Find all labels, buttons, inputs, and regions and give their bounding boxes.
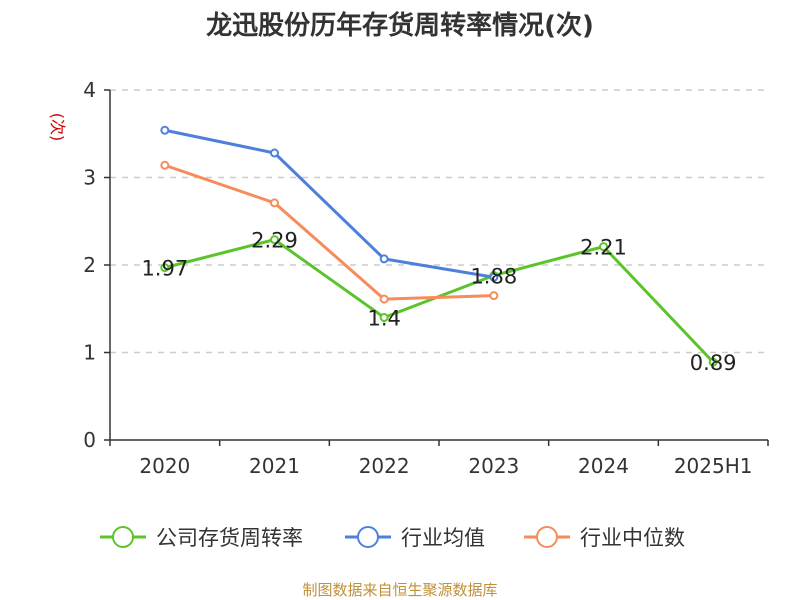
legend: 公司存货周转率 行业均值 行业中位数 [100, 526, 685, 550]
data-point [489, 291, 499, 301]
series-line [164, 238, 715, 364]
series-line [164, 163, 494, 301]
series-layer [160, 125, 718, 367]
legend-item-2: 行业中位数 [524, 526, 685, 550]
y-tick-label: 0 [83, 428, 96, 452]
data-point [708, 357, 718, 367]
data-point [379, 254, 389, 264]
source-note: 制图数据来自恒生聚源数据库 [302, 581, 497, 599]
data-point [379, 313, 389, 322]
y-axis-unit: (次) [48, 113, 67, 142]
data-point [160, 263, 170, 273]
data-point [599, 242, 608, 252]
legend-marker [536, 526, 558, 548]
legend-item-0: 公司存货周转率 [100, 526, 303, 550]
gridlines [110, 89, 768, 354]
axes [104, 89, 769, 446]
y-tick-label: 4 [83, 78, 96, 102]
data-label: 1.97 [141, 257, 188, 281]
x-tick-labels: 2020 2021 2022 2023 2024 2025H1 [139, 454, 752, 478]
data-label: 1.88 [470, 265, 517, 289]
y-tick-label: 1 [83, 341, 96, 365]
legend-marker [112, 526, 134, 548]
data-point [270, 148, 279, 158]
data-label: 2.21 [580, 236, 627, 260]
x-tick-label: 2022 [359, 454, 410, 478]
legend-label: 公司存货周转率 [156, 526, 303, 550]
y-tick-label: 3 [83, 166, 96, 190]
series-2 [160, 160, 499, 304]
legend-marker [357, 526, 379, 548]
data-point [270, 198, 279, 208]
x-tick-label: 2025H1 [674, 454, 753, 478]
data-label: 1.4 [367, 307, 400, 331]
data-point [160, 160, 170, 170]
series-line [164, 128, 495, 279]
x-tick-label: 2020 [139, 454, 190, 478]
x-tick-label: 2021 [249, 454, 300, 478]
data-labels: 1.97 2.29 1.4 1.88 2.21 0.89 [141, 229, 736, 376]
data-label: 2.29 [251, 229, 298, 253]
data-point [270, 235, 279, 245]
data-point [489, 272, 499, 282]
data-label: 0.89 [690, 351, 737, 375]
legend-label: 行业均值 [401, 526, 485, 550]
data-point [160, 125, 170, 135]
x-tick-label: 2024 [578, 454, 629, 478]
series-1 [160, 125, 499, 282]
y-tick-labels: 0 1 2 3 4 [83, 78, 96, 452]
series-0 [160, 235, 718, 367]
data-point [379, 294, 389, 304]
legend-item-1: 行业均值 [345, 526, 485, 550]
legend-label: 行业中位数 [580, 526, 685, 550]
y-tick-label: 2 [83, 253, 96, 277]
x-tick-label: 2023 [468, 454, 519, 478]
chart-title: 龙迅股份历年存货周转率情况(次) [206, 10, 594, 41]
